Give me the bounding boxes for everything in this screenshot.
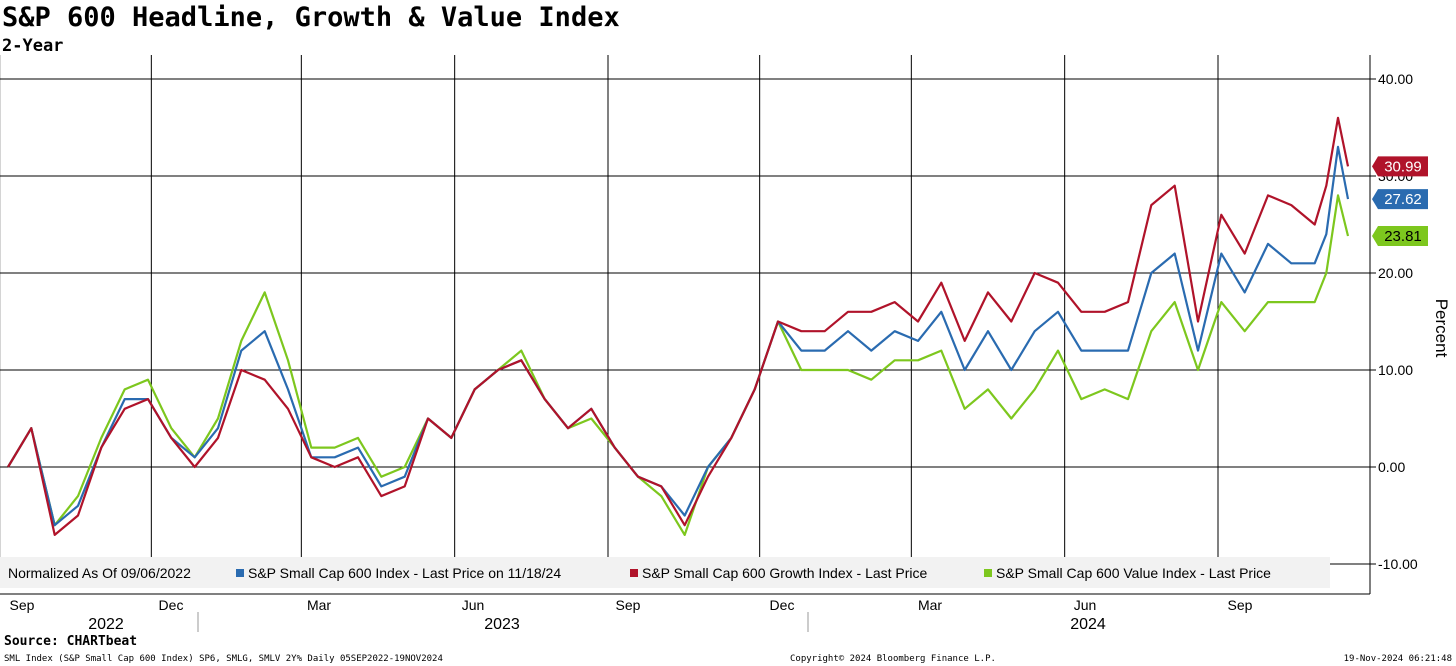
last-value-tag-label: 30.99 <box>1384 158 1422 175</box>
x-month-label: Sep <box>1228 597 1253 613</box>
source-note: Source: CHARTbeat <box>4 634 138 649</box>
y-axis-label: Percent <box>1432 299 1451 358</box>
legend-item-headline: S&P Small Cap 600 Index - Last Price on … <box>236 565 561 581</box>
last-value-tag-bg <box>1372 156 1428 177</box>
x-year-label: 2024 <box>1070 616 1106 633</box>
series-line-0 <box>7 145 1350 527</box>
legend-swatch-headline <box>236 569 244 577</box>
legend-label-growth: S&P Small Cap 600 Growth Index - Last Pr… <box>642 565 928 581</box>
legend-item-value: S&P Small Cap 600 Value Index - Last Pri… <box>984 565 1271 581</box>
last-value-tag-bg <box>1372 226 1428 247</box>
legend-label-value: S&P Small Cap 600 Value Index - Last Pri… <box>996 565 1271 581</box>
series-line-1 <box>7 116 1350 537</box>
last-value-tag-bg <box>1372 189 1428 210</box>
chart-subtitle: 2-Year <box>2 36 64 56</box>
y-tick-label: 10.00 <box>1378 362 1413 378</box>
y-tick-label: 0.00 <box>1378 459 1405 475</box>
y-tick-label: 20.00 <box>1378 265 1413 281</box>
legend-label-headline: S&P Small Cap 600 Index - Last Price on … <box>248 565 562 581</box>
last-value-tag-label: 27.62 <box>1384 191 1422 208</box>
legend-item-growth: S&P Small Cap 600 Growth Index - Last Pr… <box>630 565 927 581</box>
last-value-tag: 27.62 <box>1372 189 1428 210</box>
footer-copyright: Copyright© 2024 Bloomberg Finance L.P. <box>790 654 996 664</box>
y-tick-label: -10.00 <box>1378 556 1418 572</box>
x-month-label: Dec <box>159 597 184 613</box>
chart-title: S&P 600 Headline, Growth & Value Index <box>2 2 620 33</box>
legend-swatch-value <box>984 569 992 577</box>
last-value-tag: 23.81 <box>1372 226 1428 247</box>
x-month-label: Mar <box>307 597 331 613</box>
last-value-tag: 30.99 <box>1372 156 1428 177</box>
x-month-label: Dec <box>770 597 795 613</box>
gridlines <box>0 55 1370 565</box>
x-month-label: Sep <box>616 597 641 613</box>
legend-swatch-growth <box>630 569 638 577</box>
x-month-label: Jun <box>462 597 485 613</box>
legend-normalized-note: Normalized As Of 09/06/2022 <box>8 565 191 581</box>
x-year-label: 2023 <box>484 616 520 633</box>
footer-timestamp: 19-Nov-2024 06:21:48 <box>1343 654 1452 664</box>
legend-background <box>0 557 1330 588</box>
last-value-tag-label: 23.81 <box>1384 228 1422 245</box>
y-tick-label: 40.00 <box>1378 71 1413 87</box>
x-month-label: Sep <box>10 597 35 613</box>
footer-ticker-info: SML Index (S&P Small Cap 600 Index) SP6,… <box>4 654 443 664</box>
x-month-label: Jun <box>1074 597 1097 613</box>
x-axis: Sep Dec Mar Jun Sep Dec Mar Jun Sep 2022 2023 2024 <box>0 593 1370 633</box>
series-lines <box>7 116 1350 537</box>
x-year-label: 2022 <box>88 616 124 633</box>
series-line-2 <box>7 194 1350 537</box>
last-value-tags: 27.62 30.99 23.81 <box>1372 156 1428 247</box>
x-month-label: Mar <box>918 597 942 613</box>
